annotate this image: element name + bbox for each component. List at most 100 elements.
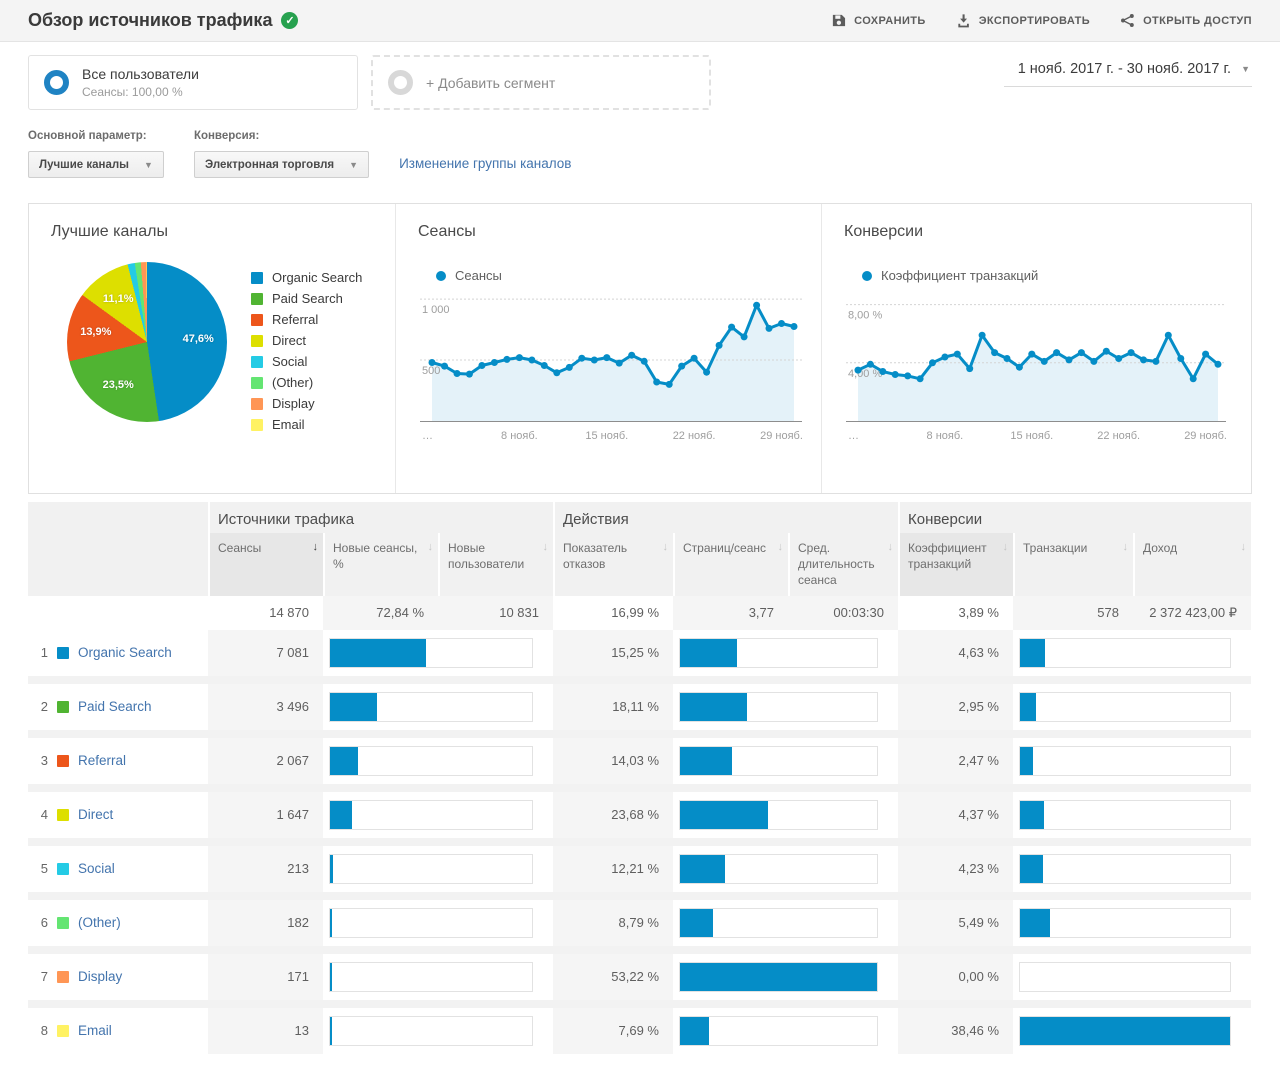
bar-cell [1013, 954, 1251, 1000]
legend-item: Display [251, 396, 362, 411]
channel-cell: 6 (Other) [28, 900, 208, 946]
primary-parameter-dropdown[interactable]: Лучшие каналы ▼ [28, 151, 164, 178]
channel-link[interactable]: (Other) [78, 915, 121, 931]
segment-all-users[interactable]: Все пользователи Сеансы: 100,00 % [28, 55, 358, 110]
table-corner [28, 595, 208, 630]
svg-text:29 нояб.: 29 нояб. [1184, 430, 1227, 442]
bar-track [329, 745, 533, 776]
bar-fill [330, 692, 378, 721]
channels-pie-chart[interactable]: 47,6% 23,5% 13,9% 11,1% [67, 262, 227, 422]
pie-slice-label: 13,9% [80, 326, 112, 339]
bar-cell [673, 1008, 898, 1054]
metric-value: 38,46 % [898, 1007, 1013, 1054]
metric-value: 23,68 % [553, 791, 673, 838]
edit-channel-grouping-link[interactable]: Изменение группы каналов [399, 156, 572, 171]
bar-cell [323, 684, 553, 730]
channel-link[interactable]: Paid Search [78, 699, 152, 715]
channel-swatch-icon [57, 646, 69, 659]
share-icon [1120, 13, 1135, 28]
table-totals-row: 14 870 72,84 % 10 831 16,99 % 3,77 00:03:30 3,… [28, 595, 1251, 630]
metric-value: 2,95 % [898, 683, 1013, 730]
bar-track [329, 961, 533, 992]
sort-arrow-icon: ↓ [427, 541, 434, 553]
bar-fill [680, 908, 713, 937]
table-corner [28, 502, 208, 533]
bar-fill [680, 1016, 709, 1045]
bar-cell [323, 846, 553, 892]
bar-fill [330, 800, 353, 829]
conversions-legend: Коэффициент транзакций [862, 268, 1250, 283]
bar-fill [330, 746, 359, 775]
pie-slice-label: 47,6% [182, 332, 214, 345]
toolbar-actions: СОХРАНИТЬ ЭКСПОРТИРОВАТЬ ОТКРЫТЬ ДОСТУП [831, 13, 1252, 28]
bar-track [329, 637, 533, 668]
table-row: 5 Social 213 12,21 % 4,23 % [28, 845, 1251, 892]
column-header-6[interactable]: Сред. длительность сеанса ↓ [788, 533, 898, 596]
export-button[interactable]: ЭКСПОРТИРОВАТЬ [956, 13, 1090, 28]
bar-cell [1013, 738, 1251, 784]
svg-text:1 000: 1 000 [422, 304, 450, 316]
channel-link[interactable]: Referral [78, 753, 127, 769]
svg-text:15 нояб.: 15 нояб. [585, 430, 628, 442]
channel-link[interactable]: Email [78, 1023, 112, 1039]
bar-cell [1013, 900, 1251, 946]
sort-arrow-icon: ↓ [1240, 541, 1247, 553]
segment-title: Все пользователи [82, 66, 199, 82]
bar-track [1019, 799, 1231, 830]
column-header-1[interactable]: Сеансы ↓ [208, 533, 323, 596]
conversion-value: Электронная торговля [204, 158, 335, 171]
table-row: 8 Email 13 7,69 % 38,46 % [28, 1007, 1251, 1054]
column-header-5[interactable]: Страниц/сеанс ↓ [673, 533, 788, 596]
bar-cell [673, 630, 898, 676]
channel-swatch-icon [57, 916, 69, 929]
add-segment-button[interactable]: + Добавить сегмент [371, 55, 711, 110]
column-header-2[interactable]: Новые сеансы, % ↓ [323, 533, 438, 596]
charts-card: Лучшие каналы 47,6% 23,5% 13,9% 11,1% Organ… [28, 203, 1252, 494]
column-header-4[interactable]: Показатель отказов ↓ [553, 533, 673, 596]
chevron-down-icon: ▼ [1241, 64, 1250, 74]
bar-fill [1020, 1016, 1230, 1045]
share-button[interactable]: ОТКРЫТЬ ДОСТУП [1120, 13, 1252, 28]
bar-track [1019, 691, 1231, 722]
date-range-picker[interactable]: 1 нояб. 2017 г. - 30 нояб. 2017 г. ▼ [1003, 59, 1252, 87]
metric-value: 53,22 % [553, 953, 673, 1000]
segment-subtitle: Сеансы: 100,00 % [82, 85, 183, 99]
column-header-3[interactable]: Новые пользователи ↓ [438, 533, 553, 596]
total-value: 14 870 [208, 595, 323, 630]
row-rank: 2 [40, 699, 48, 715]
metric-value: 4,63 % [898, 629, 1013, 676]
sort-arrow-icon: ↓ [662, 541, 669, 553]
sessions-line-chart[interactable]: 500 1 000 … 8 нояб. 15 нояб. 22 нояб. 29 нояб. [418, 289, 804, 443]
column-header-9[interactable]: Доход ↓ [1133, 533, 1251, 596]
legend-swatch-icon [251, 418, 263, 431]
conversion-dropdown[interactable]: Электронная торговля ▼ [193, 151, 370, 178]
sessions-chart-title: Сеансы [418, 223, 476, 240]
group-traffic-sources: Источники трафика [208, 502, 553, 533]
bar-cell [1013, 1008, 1251, 1054]
channel-swatch-icon [57, 862, 69, 875]
bar-cell [673, 900, 898, 946]
save-button[interactable]: СОХРАНИТЬ [831, 13, 926, 28]
channel-link[interactable]: Display [78, 969, 123, 985]
sessions-legend-label: Сеансы [455, 268, 502, 283]
column-header-7[interactable]: Коэффициент транзакций ↓ [898, 533, 1013, 596]
bar-cell [673, 738, 898, 784]
legend-item: Referral [251, 312, 362, 327]
channel-link[interactable]: Social [78, 861, 115, 877]
primary-parameter-label: Основной параметр: [28, 130, 147, 142]
sessions-panel: Сеансы Сеансы 500 1 000 … 8 нояб. 15 нояб. 22… [395, 204, 821, 493]
bar-track [1019, 961, 1231, 992]
channel-link[interactable]: Organic Search [78, 645, 172, 661]
column-header-8[interactable]: Транзакции ↓ [1013, 533, 1133, 596]
conversions-line-chart[interactable]: 4,00 %8,00 %… 8 нояб. 15 нояб. 22 нояб. 29 н… [844, 289, 1228, 443]
legend-dot-icon [862, 270, 872, 281]
group-conversions: Конверсии [898, 502, 1251, 533]
conversion-label: Конверсия: [193, 130, 260, 142]
channel-cell: 3 Referral [28, 738, 208, 784]
bar-fill [330, 638, 427, 667]
channel-link[interactable]: Direct [78, 807, 114, 823]
metric-value: 0,00 % [898, 953, 1013, 1000]
save-icon [831, 13, 846, 28]
bar-cell [323, 900, 553, 946]
channel-swatch-icon [57, 700, 69, 713]
